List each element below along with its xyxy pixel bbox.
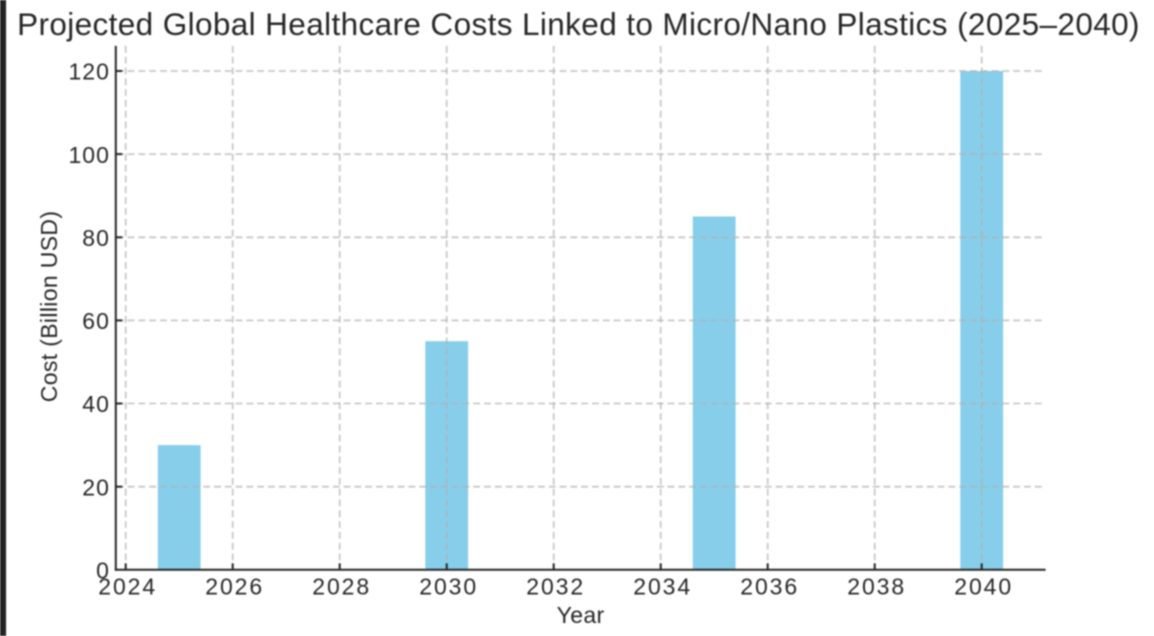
svg-text:2026: 2026 (205, 573, 264, 599)
svg-text:80: 80 (82, 225, 110, 251)
svg-text:2040: 2040 (954, 573, 1013, 599)
svg-text:2032: 2032 (526, 573, 585, 599)
svg-text:2036: 2036 (740, 573, 799, 599)
svg-text:120: 120 (69, 59, 110, 85)
svg-text:2038: 2038 (847, 573, 906, 599)
svg-text:Projected Global Healthcare Co: Projected Global Healthcare Costs Linked… (17, 6, 1140, 42)
svg-text:Cost (Billion USD): Cost (Billion USD) (36, 211, 62, 403)
svg-text:40: 40 (82, 391, 110, 417)
svg-text:2030: 2030 (419, 573, 478, 599)
svg-text:Year: Year (557, 602, 605, 628)
svg-text:2028: 2028 (312, 573, 371, 599)
svg-text:2034: 2034 (633, 573, 692, 599)
svg-text:0: 0 (96, 558, 110, 584)
svg-text:100: 100 (69, 142, 110, 168)
svg-text:60: 60 (82, 308, 110, 334)
svg-text:20: 20 (82, 474, 110, 500)
svg-text:2024: 2024 (98, 573, 157, 599)
